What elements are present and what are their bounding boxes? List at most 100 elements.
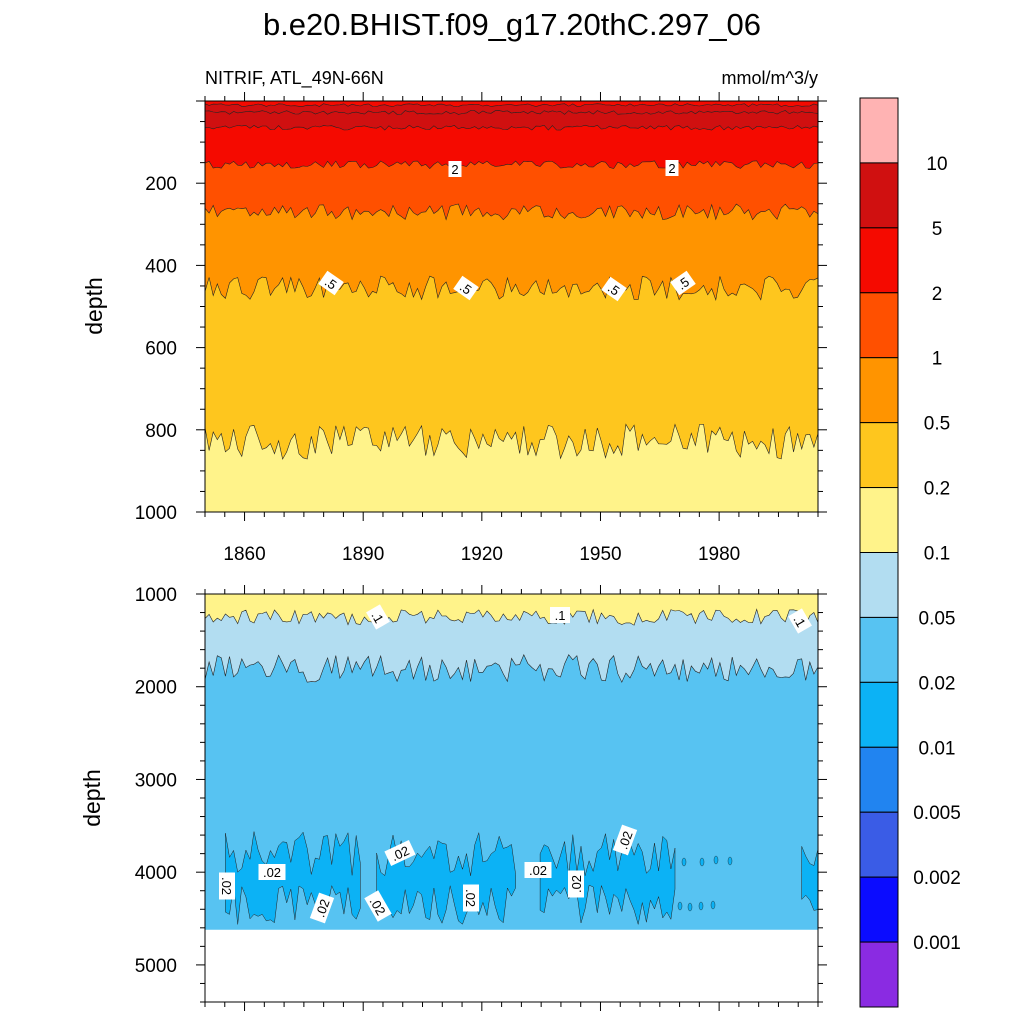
lower-band-0: [205, 594, 818, 626]
lower-contour-label-1-box: [550, 607, 570, 623]
upper-panel: 2 2 .5 .5 .5 .5 depth 200 400 600 800 1000 1860 1890 1…: [81, 92, 827, 565]
upper-ytick-label: 1000: [135, 503, 177, 524]
lower-speck-7: [710, 900, 716, 910]
upper-contour-label-2: .5: [318, 270, 344, 296]
colorbar-label-6: 0.1: [924, 544, 950, 565]
upper-contour-label-4: .5: [601, 276, 627, 302]
lower-ytick-label: 3000: [135, 770, 177, 791]
lower-contour-label-11: .02: [309, 892, 335, 924]
lower-patch-1: [376, 832, 516, 925]
colorbar-label-3: 1: [932, 349, 943, 370]
upper-contour-label-0-box: [448, 161, 462, 177]
colorbar-swatch-7: [859, 552, 899, 618]
upper-contour-label-0: 2: [448, 161, 462, 177]
colorbar-swatch-4: [859, 357, 899, 424]
colorbar-swatch-13: [859, 941, 899, 1008]
upper-band-2: [205, 110, 818, 131]
upper-contour-0: [204, 103, 819, 107]
upper-contour-label-5-box: [670, 270, 696, 296]
lower-patch-2: [539, 833, 676, 925]
upper-xtick-label: 1980: [698, 544, 740, 565]
upper-contour-6: [204, 423, 819, 460]
colorbar-label-12: 0.001: [913, 933, 961, 954]
lower-contour-label-1: .1: [550, 607, 570, 623]
upper-ylabel: depth: [81, 277, 107, 335]
colorbar-label-9: 0.01: [919, 738, 956, 759]
colorbar-label-1: 5: [932, 219, 943, 240]
colorbar-label-0: 10: [926, 154, 947, 175]
upper-contour-label-5: .5: [670, 270, 696, 296]
lower-contour-label-11-text: .02: [312, 897, 332, 919]
lower-speck-4: [677, 901, 683, 911]
lower-contour-label-0-box: [366, 604, 390, 630]
lower-contour-0: [204, 608, 819, 626]
upper-band-5: [205, 204, 818, 300]
upper-band-1: [205, 103, 818, 115]
lower-speck-5: [687, 902, 693, 912]
colorbar: 10 5 2 1 0.5 0.2 0.1 0.05 0.02 0.01 0.005 0.002 0.00…: [859, 97, 961, 1008]
colorbar-label-2: 2: [932, 284, 943, 305]
upper-ytick-label: 400: [145, 256, 177, 277]
upper-xtick-label: 1860: [223, 544, 265, 565]
colorbar-swatch-2: [859, 227, 899, 294]
lower-contour-label-10-box: [364, 890, 392, 922]
lower-contour-label-2: .1: [788, 608, 812, 634]
colorbar-label-7: 0.05: [919, 608, 956, 629]
lower-contour-label-1-text: .1: [555, 608, 566, 623]
lower-contour-label-8: .02: [568, 870, 584, 898]
lower-ytick-label: 2000: [135, 678, 177, 699]
upper-contour-4: [204, 203, 819, 221]
lower-contour-label-4-box: [612, 824, 638, 856]
upper-band-3: [205, 125, 818, 169]
lower-contour-label-0: .1: [366, 604, 390, 630]
colorbar-swatch-11: [859, 811, 899, 878]
colorbar-label-5: 0.2: [924, 479, 950, 500]
upper-band-4: [205, 160, 818, 220]
chart-title: b.e20.BHIST.f09_g17.20thC.297_06: [263, 7, 761, 42]
lower-contour-label-5: .02: [258, 864, 286, 880]
lower-contour-label-7-box: [219, 872, 235, 900]
upper-contour-label-1: 2: [665, 160, 679, 176]
lower-contour-label-6-text: .02: [529, 863, 547, 878]
upper-contour-label-1-box: [665, 160, 679, 176]
colorbar-swatch-5: [859, 422, 899, 489]
colorbar-swatch-12: [859, 876, 899, 943]
upper-contour-label-3-box: [453, 275, 479, 301]
variable-label: NITRIF, ATL_49N-66N: [205, 68, 384, 89]
lower-speck-3: [727, 856, 733, 866]
upper-contour-label-0-text: 2: [451, 162, 458, 177]
lower-contour-label-11-box: [309, 892, 335, 924]
upper-contour-3: [204, 160, 819, 170]
colorbar-swatch-8: [859, 616, 899, 683]
lower-contour-label-9-box: [463, 884, 479, 912]
upper-contour-label-2-box: [318, 270, 344, 296]
upper-contour-label-1-text: 2: [668, 161, 675, 176]
colorbar-label-8: 0.02: [919, 673, 956, 694]
lower-panel: .1.1.1.02.02.02.02.02.02.02.02.02depth10…: [79, 585, 827, 1011]
lower-speck-0: [681, 857, 687, 867]
lower-contour-label-9-text: .02: [463, 889, 478, 907]
lower-ytick-label: 1000: [135, 585, 177, 606]
colorbar-swatch-9: [859, 681, 899, 748]
upper-xtick-label: 1920: [461, 544, 503, 565]
lower-contour-label-8-text: .02: [569, 875, 584, 893]
upper-band-0: [205, 101, 818, 107]
colorbar-swatch-3: [859, 292, 899, 359]
lower-contour-label-5-text: .02: [263, 865, 281, 880]
colorbar-label-11: 0.002: [913, 868, 961, 889]
colorbar-swatch-1: [859, 162, 899, 229]
colorbar-label-4: 0.5: [924, 414, 950, 435]
lower-ytick-label: 4000: [135, 863, 177, 884]
upper-xtick-label: 1950: [579, 544, 621, 565]
lower-contour-label-8-box: [568, 870, 584, 898]
lower-ylabel: depth: [79, 769, 105, 827]
lower-band-1: [205, 609, 818, 683]
upper-ytick-label: 800: [145, 421, 177, 442]
lower-contour-label-4: .02: [612, 824, 638, 856]
colorbar-swatch-6: [859, 487, 899, 554]
lower-contour-label-3: .02: [384, 840, 416, 866]
lower-contour-label-6-box: [524, 862, 552, 878]
upper-contour-1: [204, 110, 819, 115]
lower-contour-label-9: .02: [463, 884, 479, 912]
